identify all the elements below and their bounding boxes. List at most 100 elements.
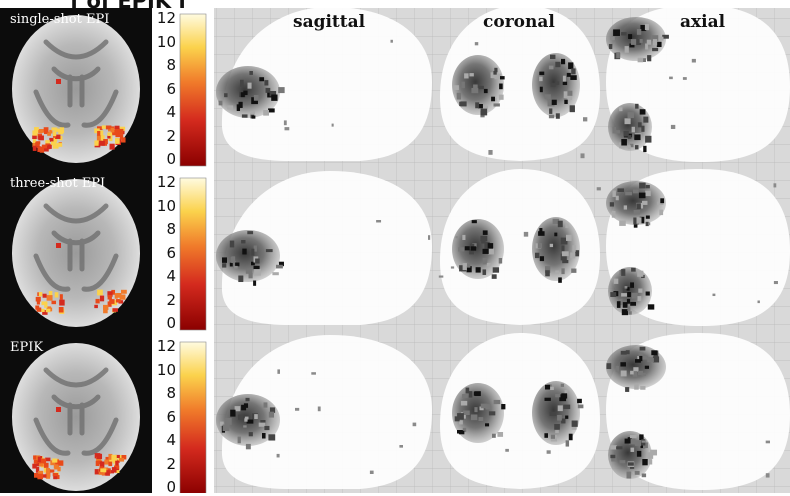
- activation-voxel: [462, 263, 467, 271]
- coronal-activation-left: [452, 55, 504, 115]
- brain-activation-voxel: [111, 454, 117, 461]
- brain-activation-voxel: [119, 134, 124, 140]
- activation-voxel: [459, 101, 463, 107]
- activation-voxel: [650, 449, 658, 456]
- activation-voxel: [622, 302, 628, 308]
- activation-voxel: [620, 370, 627, 377]
- activation-voxel: [641, 125, 645, 132]
- activation-voxel: [498, 258, 503, 264]
- activation-voxel: [482, 230, 488, 235]
- brain-activation-voxel: [111, 289, 116, 295]
- brain-activation-voxel: [103, 307, 108, 314]
- brain-activation-voxel: [94, 140, 99, 146]
- activation-speckle: [243, 425, 247, 428]
- activation-voxel: [563, 404, 571, 410]
- brain-activation-voxel: [58, 307, 64, 313]
- activation-voxel: [645, 215, 650, 219]
- activation-voxel: [634, 134, 641, 141]
- activation-voxel: [469, 243, 475, 248]
- brain-activation-voxel: [32, 135, 37, 140]
- activation-voxel: [555, 430, 559, 434]
- activation-voxel: [548, 114, 555, 119]
- brain-activation-voxel: [108, 135, 113, 142]
- activation-voxel: [238, 414, 244, 420]
- brain-activation-voxel: [105, 125, 112, 130]
- activation-voxel: [644, 23, 650, 31]
- activation-voxel: [645, 221, 649, 227]
- brain-activation-voxel: [56, 79, 61, 84]
- activation-voxel: [570, 252, 576, 259]
- colorbar-tick-label: 8: [166, 384, 176, 402]
- brain-activation-voxel: [56, 407, 61, 412]
- brain-activation-voxel: [119, 126, 126, 131]
- activation-speckle: [669, 76, 673, 80]
- activation-voxel: [622, 288, 629, 294]
- activation-voxel: [624, 46, 629, 53]
- activation-voxel: [254, 414, 258, 420]
- brain-activation-voxel: [35, 296, 41, 302]
- activation-voxel: [577, 398, 582, 404]
- brain-activation-voxel: [52, 131, 57, 137]
- activation-voxel: [639, 39, 643, 43]
- activation-voxel: [547, 100, 555, 107]
- activation-voxel: [625, 191, 632, 196]
- activation-voxel: [638, 192, 646, 199]
- activation-voxel: [644, 365, 650, 369]
- brain-activation-voxel: [115, 299, 121, 303]
- activation-voxel: [479, 406, 484, 411]
- activation-voxel: [499, 83, 503, 90]
- activation-speckle: [765, 473, 770, 478]
- activation-voxel: [485, 404, 491, 410]
- activation-voxel: [630, 447, 635, 452]
- brain-activation-voxel: [98, 471, 105, 475]
- activation-voxel: [571, 420, 578, 427]
- colorbar-tick-label: 4: [166, 103, 176, 121]
- activation-voxel: [278, 261, 284, 267]
- activation-voxel: [571, 426, 577, 430]
- brain-activation-voxel: [36, 301, 40, 305]
- activation-voxel: [561, 251, 569, 257]
- activation-voxel: [462, 234, 466, 241]
- activation-voxel: [631, 267, 636, 272]
- activation-speckle: [455, 236, 459, 239]
- coronal-activation-right: [532, 53, 580, 117]
- activation-voxel: [621, 139, 627, 146]
- brain-activation-voxel: [36, 307, 42, 312]
- activation-voxel: [628, 34, 633, 39]
- colorbar-tick-label: 6: [166, 79, 176, 98]
- method-label-three-shot-epi: three-shot EPI: [10, 176, 106, 191]
- brain-activation-voxel: [97, 289, 103, 296]
- activation-voxel: [624, 438, 631, 444]
- activation-voxel: [656, 41, 662, 47]
- activation-speckle: [317, 406, 321, 412]
- brain-activation-voxel: [37, 456, 41, 463]
- activation-voxel: [562, 260, 569, 264]
- activation-voxel: [560, 253, 567, 261]
- activation-voxel: [652, 47, 659, 52]
- brain-activation-voxel: [115, 460, 119, 467]
- activation-voxel: [633, 210, 641, 215]
- brain-ventricles: [33, 203, 119, 292]
- brain-activation-voxel: [41, 144, 48, 149]
- activation-voxel: [265, 249, 273, 253]
- activation-speckle: [390, 39, 393, 43]
- brain-activation-voxel: [114, 128, 120, 132]
- activation-voxel: [647, 304, 655, 310]
- brain-activation-voxel: [96, 134, 103, 141]
- activation-voxel: [633, 189, 639, 194]
- brain-activation-voxel: [45, 468, 50, 474]
- activation-voxel: [615, 365, 619, 372]
- brain-activation-voxel: [38, 463, 44, 467]
- activation-voxel: [218, 100, 223, 106]
- activation-voxel: [263, 402, 268, 408]
- brain-activation-voxel: [118, 455, 124, 461]
- activation-voxel: [247, 231, 254, 235]
- activation-speckle: [583, 117, 588, 122]
- activation-voxel: [550, 434, 555, 439]
- activation-voxel: [634, 470, 640, 475]
- activation-voxel: [637, 270, 644, 277]
- activation-speckle: [523, 231, 529, 237]
- activation-voxel: [613, 29, 620, 36]
- activation-voxel: [269, 407, 276, 413]
